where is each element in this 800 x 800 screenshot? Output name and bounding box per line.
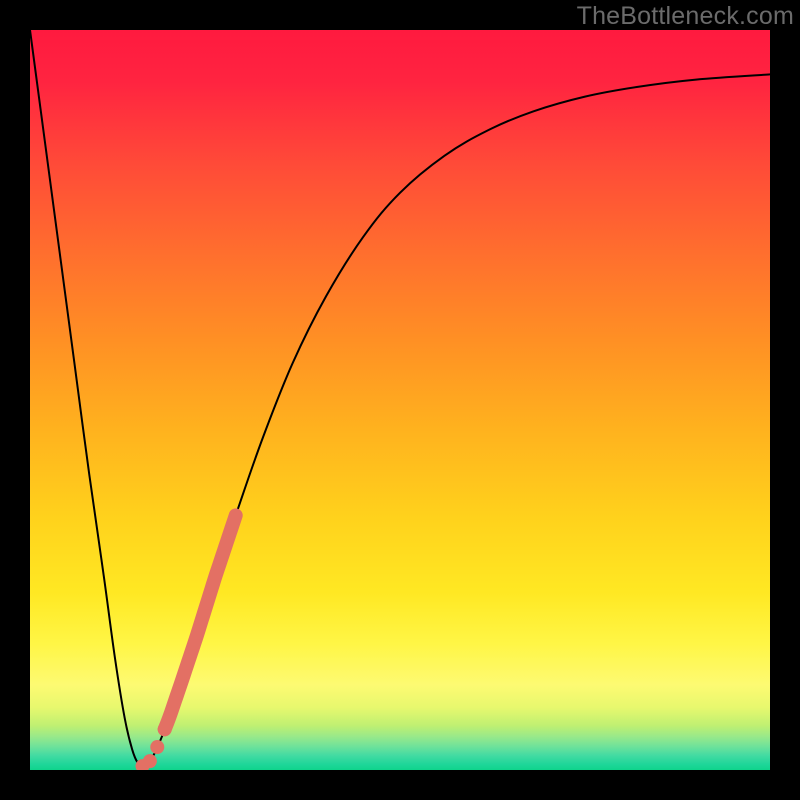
plot-background bbox=[30, 30, 770, 770]
chart-svg bbox=[0, 0, 800, 800]
highlight-dot bbox=[150, 740, 164, 754]
highlight-dot bbox=[158, 722, 172, 736]
chart-stage: TheBottleneck.com bbox=[0, 0, 800, 800]
highlight-dot bbox=[143, 754, 157, 768]
watermark-label: TheBottleneck.com bbox=[577, 2, 794, 31]
